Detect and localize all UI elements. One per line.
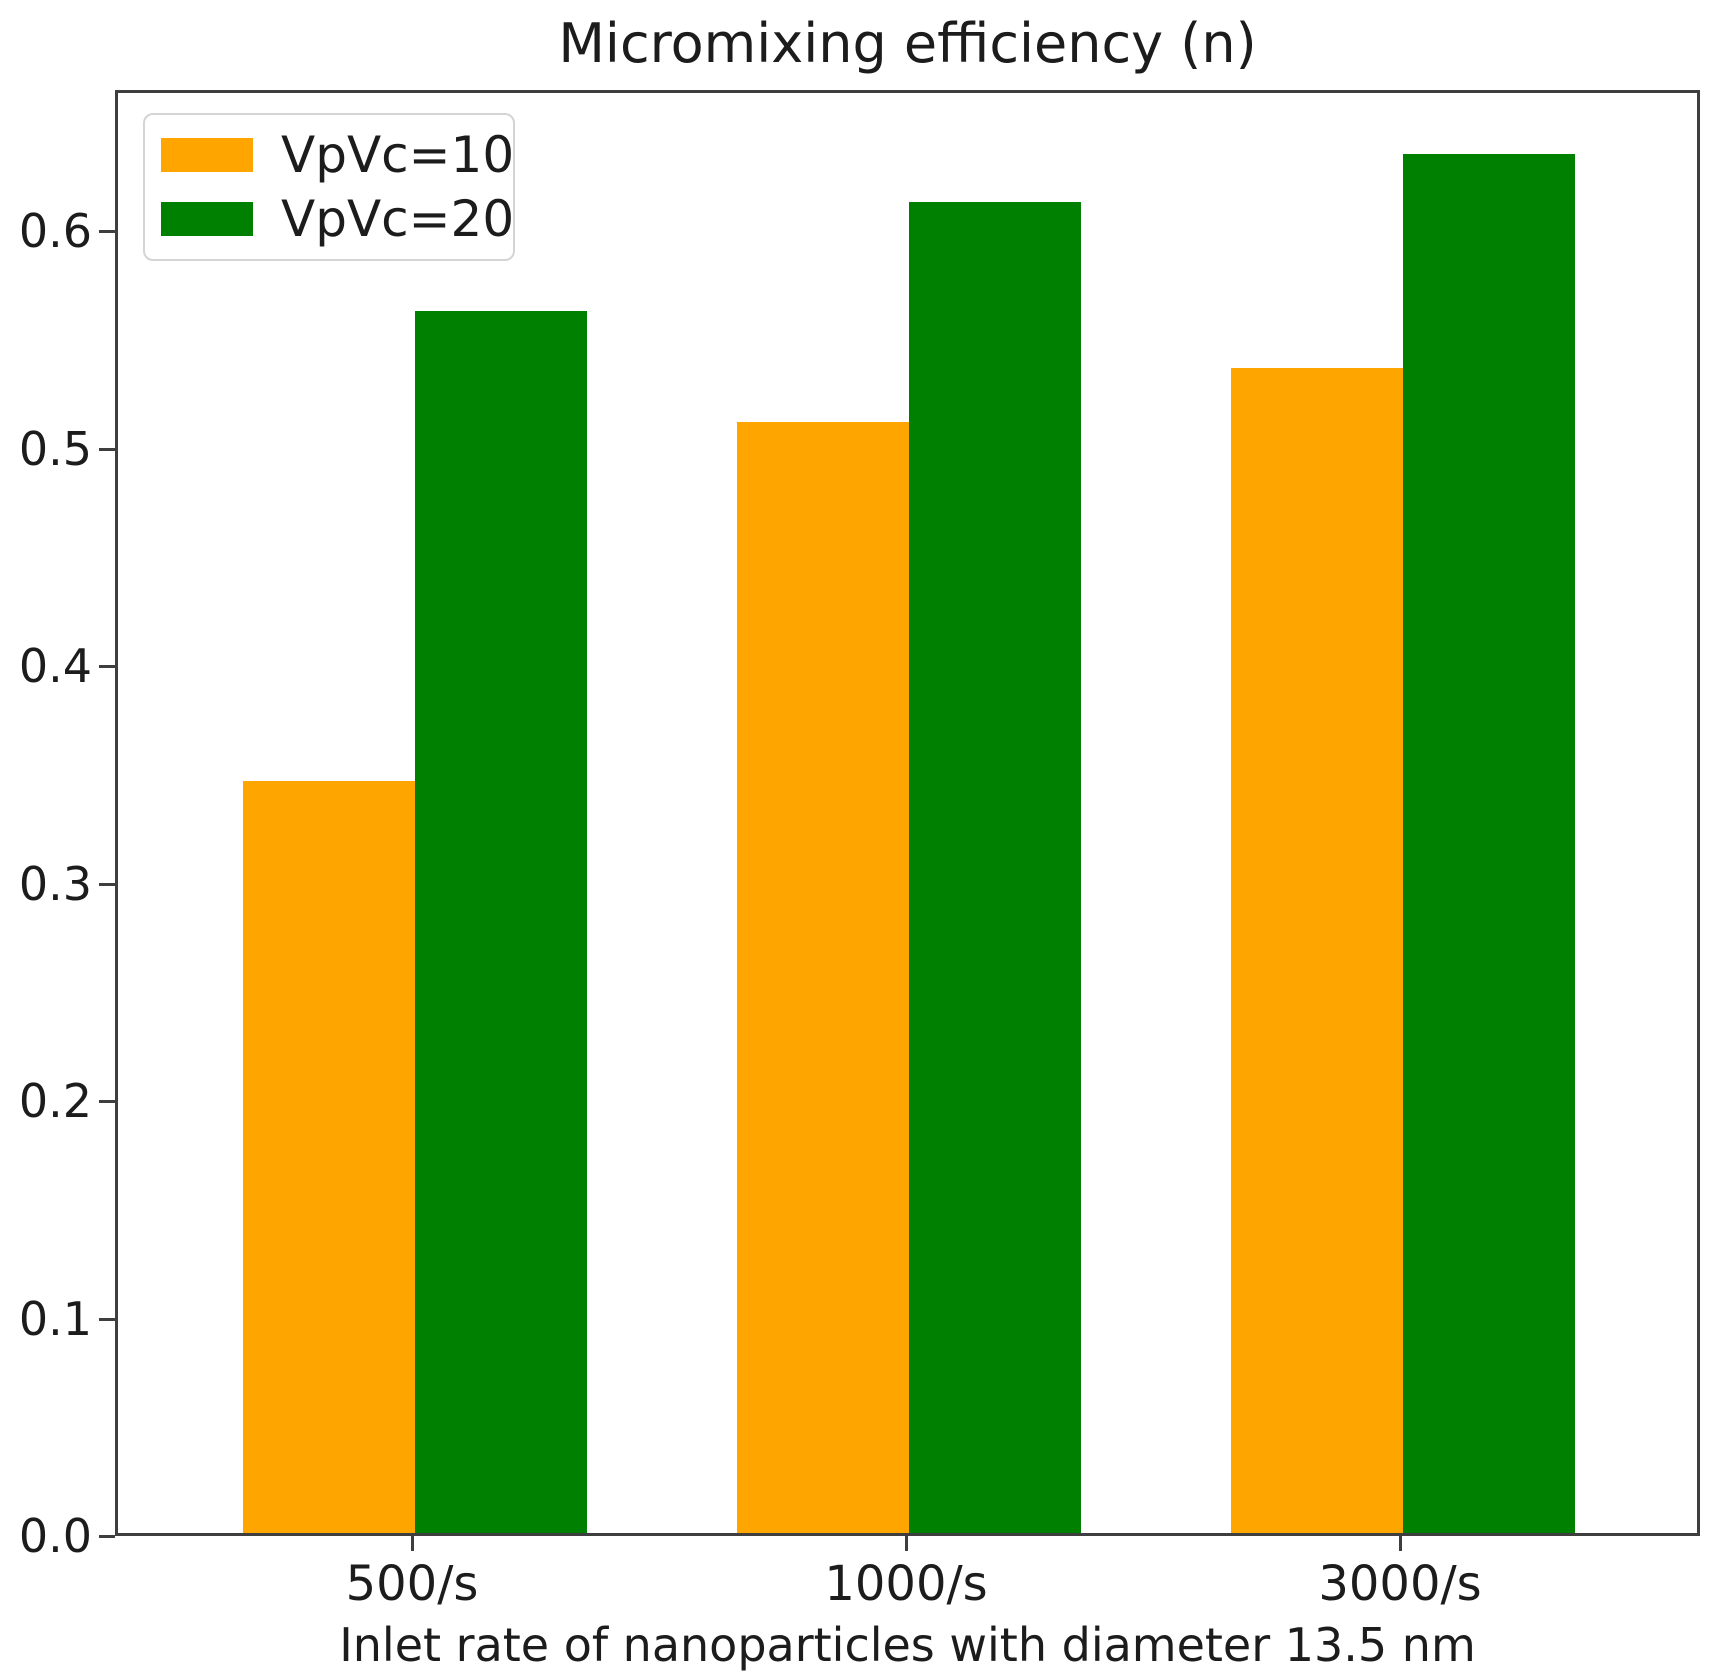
legend-label-vpvc10: VpVc=10 (281, 126, 515, 184)
y-tick-label: 0.0 (18, 1509, 92, 1563)
y-tick-label: 0.2 (18, 1074, 92, 1128)
x-tick-label-500s: 500/s (345, 1556, 479, 1612)
y-tick-label: 0.5 (18, 422, 92, 476)
x-tick-mark (905, 1536, 908, 1551)
y-tick-label: 0.1 (18, 1292, 92, 1346)
bar-vpvc20-500s (415, 311, 587, 1533)
bar-vpvc20-1000s (909, 202, 1081, 1533)
x-tick-mark (411, 1536, 414, 1551)
legend-entry-vpvc10: VpVc=10 (145, 126, 515, 184)
y-tick-label: 0.6 (18, 204, 92, 258)
y-tick-mark (99, 1535, 115, 1538)
y-tick-mark (99, 230, 115, 233)
y-tick-mark (99, 448, 115, 451)
y-tick-mark (99, 665, 115, 668)
y-tick-mark (99, 883, 115, 886)
bar-vpvc10-1000s (737, 422, 909, 1533)
y-tick-label: 0.4 (18, 639, 92, 693)
y-tick-mark (99, 1318, 115, 1321)
bar-vpvc20-3000s (1403, 154, 1575, 1533)
y-tick-label: 0.3 (18, 857, 92, 911)
y-tick-mark (99, 1100, 115, 1103)
x-tick-label-1000s: 1000/s (824, 1556, 988, 1612)
legend-swatch-vpvc20 (161, 202, 253, 236)
plot-area: VpVc=10 VpVc=20 (115, 90, 1700, 1536)
x-tick-mark (1399, 1536, 1402, 1551)
x-axis-label: Inlet rate of nanoparticles with diamete… (339, 1618, 1476, 1672)
legend-label-vpvc20: VpVc=20 (281, 190, 515, 248)
x-tick-label-3000s: 3000/s (1318, 1556, 1482, 1612)
legend-entry-vpvc20: VpVc=20 (145, 190, 515, 248)
chart-title: Micromixing efficiency (n) (558, 12, 1257, 75)
bar-vpvc10-3000s (1231, 368, 1403, 1533)
bar-vpvc10-500s (243, 781, 415, 1533)
legend-swatch-vpvc10 (161, 138, 253, 172)
legend: VpVc=10 VpVc=20 (143, 113, 515, 261)
